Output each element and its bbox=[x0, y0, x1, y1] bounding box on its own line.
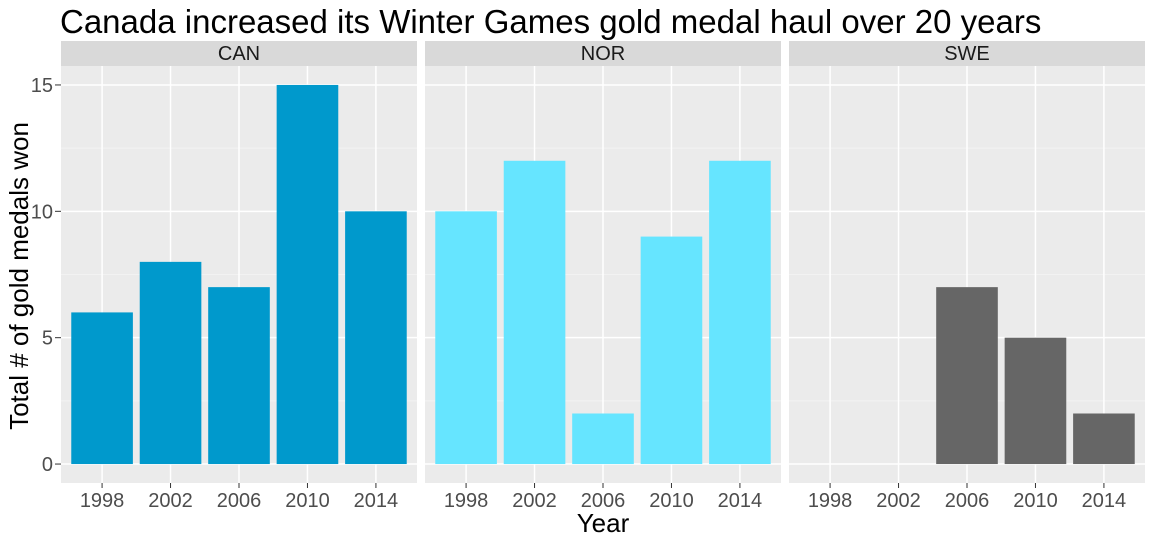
bar-can-2006 bbox=[208, 287, 270, 465]
bar-can-2010 bbox=[276, 84, 339, 465]
y-tick-label: 15 bbox=[31, 75, 53, 97]
x-tick-label: 1998 bbox=[808, 490, 853, 512]
bar-swe-2014 bbox=[1073, 413, 1135, 465]
y-tick-labels: 0 5 10 15 bbox=[31, 75, 61, 476]
bar-can-2002 bbox=[139, 261, 202, 465]
x-tick-label: 2014 bbox=[354, 490, 399, 512]
facet-strip-label: SWE bbox=[944, 43, 990, 65]
x-tick-label: 2002 bbox=[148, 490, 193, 512]
facet-strip-label: CAN bbox=[218, 43, 260, 65]
bar-swe-2006 bbox=[936, 287, 998, 465]
x-tick-label: 2010 bbox=[285, 490, 330, 512]
facet-can: CAN 1998 2002 2006 2010 2014 bbox=[61, 41, 417, 512]
x-tick-label: 2002 bbox=[512, 490, 557, 512]
x-tick-label: 2006 bbox=[581, 490, 626, 512]
x-tick-label: 2014 bbox=[718, 490, 763, 512]
x-tick-label: 2006 bbox=[945, 490, 990, 512]
bar-nor-1998 bbox=[435, 211, 497, 465]
chart-title: Canada increased its Winter Games gold m… bbox=[60, 3, 1041, 40]
bar-can-1998 bbox=[71, 312, 133, 465]
bar-nor-2006 bbox=[572, 413, 634, 465]
x-tick-label: 1998 bbox=[80, 490, 125, 512]
facet-strip-label: NOR bbox=[581, 43, 625, 65]
facet-strip bbox=[61, 41, 417, 66]
x-axis-label: Year bbox=[577, 508, 630, 538]
y-axis-label: Total # of gold medals won bbox=[4, 122, 34, 430]
facet-strip bbox=[425, 41, 781, 66]
facet-strip bbox=[789, 41, 1145, 66]
x-tick-label: 2014 bbox=[1082, 490, 1127, 512]
facet-swe: SWE 1998 2002 2006 2010 2014 bbox=[789, 41, 1145, 512]
facet-panels: CAN 1998 2002 2006 2010 2014 NOR 1998 2002 2006 20… bbox=[61, 41, 1145, 512]
bar-nor-2002 bbox=[503, 160, 566, 465]
y-tick-label: 5 bbox=[42, 328, 53, 350]
y-tick-label: 10 bbox=[31, 201, 53, 223]
y-tick-label: 0 bbox=[42, 454, 53, 476]
bar-nor-2014 bbox=[709, 160, 771, 465]
x-tick-label: 2002 bbox=[876, 490, 921, 512]
x-tick-label: 2010 bbox=[649, 490, 694, 512]
x-tick-label: 2010 bbox=[1013, 490, 1058, 512]
facet-nor: NOR 1998 2002 2006 2010 2014 bbox=[425, 41, 781, 512]
x-tick-label: 2006 bbox=[217, 490, 262, 512]
bar-nor-2010 bbox=[640, 236, 703, 465]
bar-can-2014 bbox=[345, 211, 407, 465]
bar-swe-2010 bbox=[1004, 337, 1067, 465]
x-tick-label: 1998 bbox=[444, 490, 489, 512]
